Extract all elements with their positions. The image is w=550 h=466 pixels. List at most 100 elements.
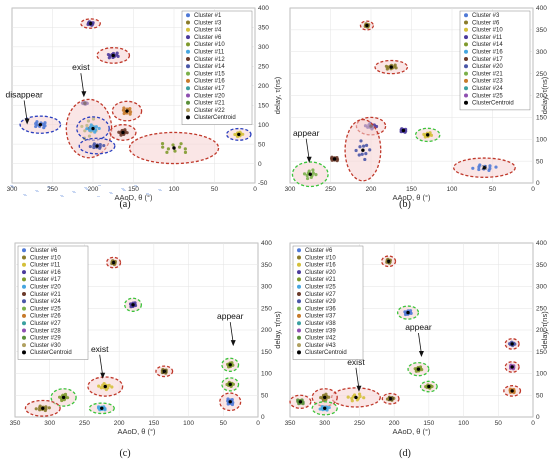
cluster-centroid bbox=[482, 165, 487, 170]
speckle bbox=[73, 192, 76, 193]
cluster-centroid bbox=[88, 21, 93, 26]
y-tick-label: 400 bbox=[261, 240, 272, 247]
legend-entry: Cluster #21 bbox=[194, 101, 225, 107]
data-point bbox=[305, 173, 309, 178]
data-point bbox=[403, 310, 407, 314]
cluster-group bbox=[111, 100, 143, 122]
y-tick-label: 100 bbox=[536, 136, 547, 143]
cluster-centroid bbox=[298, 400, 303, 404]
cluster-centroid bbox=[361, 148, 365, 152]
speckle bbox=[11, 186, 14, 187]
cluster-group bbox=[221, 377, 240, 392]
legend-marker bbox=[297, 306, 301, 311]
cluster-group bbox=[414, 127, 441, 143]
legend-marker bbox=[186, 71, 190, 76]
legend-entry: Cluster #16 bbox=[194, 79, 225, 85]
y-tick-label: 350 bbox=[258, 25, 269, 32]
speckle bbox=[10, 185, 13, 186]
legend-entry: Cluster #10 bbox=[30, 255, 61, 261]
y-tick-label: 350 bbox=[536, 262, 547, 269]
x-tick-label: 200 bbox=[114, 420, 125, 427]
cluster-centroid bbox=[354, 395, 358, 400]
data-point bbox=[327, 395, 331, 399]
cluster-centroid bbox=[172, 146, 176, 150]
cluster-centroid bbox=[111, 260, 116, 265]
cluster-group bbox=[291, 161, 329, 188]
legend-marker bbox=[186, 108, 190, 113]
data-point bbox=[106, 52, 111, 57]
legend-marker bbox=[186, 49, 190, 54]
data-point bbox=[357, 153, 361, 157]
x-tick-label: 150 bbox=[128, 186, 139, 193]
x-tick-label: 0 bbox=[531, 186, 535, 193]
data-point bbox=[92, 142, 96, 146]
data-point bbox=[413, 367, 417, 371]
annotation-arrow bbox=[418, 332, 422, 355]
legend-marker bbox=[297, 270, 301, 275]
x-tick-label: 250 bbox=[47, 186, 58, 193]
data-point bbox=[166, 147, 171, 151]
x-tick-label: 200 bbox=[366, 186, 377, 193]
legend-marker bbox=[186, 42, 190, 47]
y-tick-label: 400 bbox=[258, 5, 269, 12]
data-point bbox=[335, 158, 339, 163]
data-point bbox=[354, 148, 358, 153]
cluster-centroid bbox=[100, 406, 104, 410]
data-point bbox=[330, 155, 334, 159]
data-point bbox=[125, 131, 129, 135]
cluster-group: 6 bbox=[380, 255, 397, 268]
legend-entry: Cluster #6 bbox=[30, 248, 58, 254]
annotation-arrow bbox=[23, 100, 28, 122]
data-point bbox=[183, 147, 187, 151]
data-point bbox=[384, 64, 389, 68]
y-tick-label: 200 bbox=[536, 93, 547, 100]
data-point bbox=[359, 139, 363, 143]
cluster-group bbox=[504, 361, 520, 373]
data-point bbox=[364, 152, 368, 156]
cluster-centroid bbox=[41, 406, 45, 410]
data-point bbox=[103, 408, 107, 412]
data-point bbox=[346, 395, 350, 399]
legend-marker bbox=[464, 49, 468, 54]
cluster-group bbox=[76, 116, 110, 141]
legend-marker bbox=[464, 35, 468, 40]
data-point bbox=[314, 172, 318, 177]
cluster-group: 6 bbox=[80, 18, 101, 29]
legend-entry: Cluster #24 bbox=[30, 299, 61, 305]
data-point bbox=[488, 164, 492, 168]
y-tick-label: 300 bbox=[258, 44, 269, 51]
data-point bbox=[85, 127, 89, 131]
legend-entry: Cluster #43 bbox=[305, 343, 336, 349]
data-point bbox=[102, 143, 106, 148]
legend-entry: Cluster #29 bbox=[30, 336, 61, 342]
legend-marker bbox=[186, 115, 190, 120]
data-point bbox=[358, 394, 362, 399]
data-point bbox=[487, 168, 491, 173]
annotation-arrow bbox=[80, 73, 85, 95]
legend-entry: Cluster #23 bbox=[472, 79, 503, 85]
cluster-centroid bbox=[401, 128, 406, 133]
cluster-label: 26 bbox=[481, 166, 487, 172]
speckle bbox=[36, 191, 39, 192]
y-axis-label: delay, τ(ns) bbox=[273, 76, 282, 114]
cluster-centroid bbox=[95, 144, 99, 148]
cluster-centroid bbox=[406, 310, 410, 315]
data-point bbox=[409, 311, 413, 315]
speckle bbox=[60, 195, 63, 196]
legend-box bbox=[459, 10, 531, 111]
legend-marker bbox=[464, 86, 468, 91]
legend-marker bbox=[186, 13, 190, 18]
cluster-group bbox=[221, 357, 240, 372]
data-point bbox=[93, 130, 97, 134]
data-point bbox=[34, 407, 38, 411]
data-point bbox=[107, 383, 111, 387]
speckle bbox=[35, 190, 38, 191]
speckle bbox=[24, 195, 27, 196]
legend-marker bbox=[22, 299, 26, 304]
data-point bbox=[160, 142, 165, 146]
legend-marker bbox=[186, 93, 190, 98]
x-tick-label: 100 bbox=[183, 420, 194, 427]
